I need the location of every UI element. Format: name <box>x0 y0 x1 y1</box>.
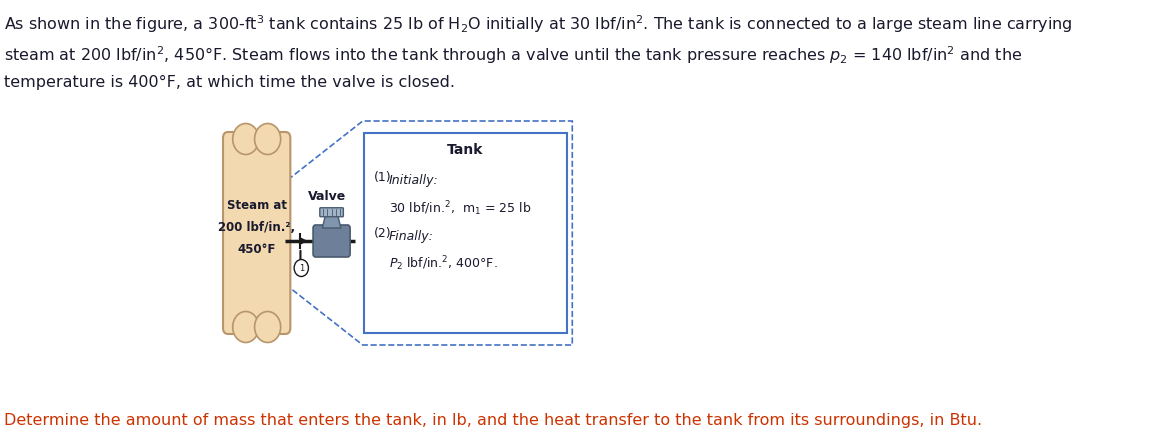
Circle shape <box>294 259 308 276</box>
Text: 30 lbf/in.$^2$,  m$_1$ = 25 lb: 30 lbf/in.$^2$, m$_1$ = 25 lb <box>388 199 531 218</box>
FancyBboxPatch shape <box>319 208 344 217</box>
Text: (2): (2) <box>373 227 392 240</box>
FancyBboxPatch shape <box>223 132 291 334</box>
Text: Finally:: Finally: <box>388 230 433 243</box>
Text: 1: 1 <box>299 263 304 272</box>
Circle shape <box>233 311 259 343</box>
FancyBboxPatch shape <box>313 225 350 257</box>
Text: Determine the amount of mass that enters the tank, in lb, and the heat transfer : Determine the amount of mass that enters… <box>5 413 982 428</box>
Bar <box>363 133 568 333</box>
Text: Steam at: Steam at <box>226 198 287 211</box>
Text: Valve: Valve <box>308 190 347 203</box>
Circle shape <box>233 124 259 155</box>
Text: Tank: Tank <box>447 143 484 157</box>
Polygon shape <box>323 214 341 228</box>
Text: steam at 200 lbf/in$^2$, 450°F. Steam flows into the tank through a valve until : steam at 200 lbf/in$^2$, 450°F. Steam fl… <box>5 44 1023 66</box>
Text: 450°F: 450°F <box>238 242 276 255</box>
Text: temperature is 400°F, at which time the valve is closed.: temperature is 400°F, at which time the … <box>5 75 455 90</box>
Text: 200 lbf/in.²,: 200 lbf/in.², <box>218 220 295 233</box>
Text: As shown in the figure, a 300-ft$^3$ tank contains 25 lb of H$_2$O initially at : As shown in the figure, a 300-ft$^3$ tan… <box>5 13 1073 34</box>
Circle shape <box>255 311 280 343</box>
Circle shape <box>255 124 280 155</box>
Text: Initially:: Initially: <box>388 174 439 187</box>
Text: (1): (1) <box>373 171 392 184</box>
Text: $P_2$ lbf/in.$^2$, 400°F.: $P_2$ lbf/in.$^2$, 400°F. <box>388 254 498 273</box>
